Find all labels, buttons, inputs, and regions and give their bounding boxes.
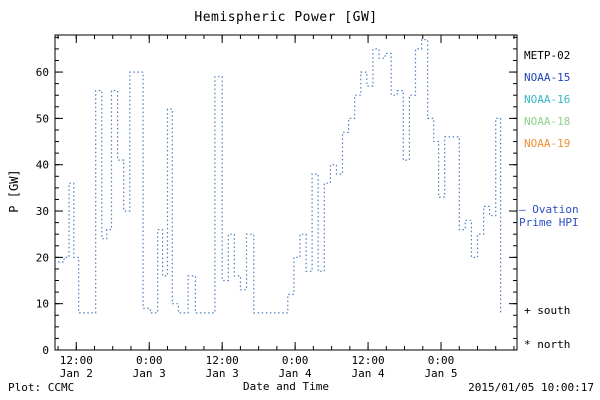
legend-noaa-15: NOAA-15 (524, 71, 571, 84)
y-tick-label: 20 (36, 251, 49, 264)
x-tick-time-label: 12:00 (60, 354, 93, 367)
x-tick-date-label: Jan 3 (133, 367, 166, 380)
chart-title: Hemispheric Power [GW] (194, 10, 378, 25)
plot-credit: Plot: CCMC (8, 381, 75, 394)
ovation-label: — Ovation Prime HPI (519, 203, 579, 229)
legend-noaa-18: NOAA-18 (524, 115, 571, 128)
x-tick-time-label: 12:00 (206, 354, 239, 367)
timestamp: 2015/01/05 10:00:17 (468, 381, 594, 394)
x-tick-time-label: 0:00 (282, 354, 309, 367)
x-tick-time-label: 0:00 (136, 354, 163, 367)
x-tick-time-label: 12:00 (352, 354, 385, 367)
y-axis-label: P [GW] (7, 169, 21, 213)
ovation-line1: — Ovation (519, 203, 579, 216)
ovation-line2: Prime HPI (519, 216, 579, 229)
south-marker-label: + south (524, 304, 571, 317)
y-tick-label: 50 (36, 112, 49, 125)
x-axis-label: Date and Time (242, 380, 330, 393)
satellite-legend: METP-02 NOAA-15 NOAA-16 NOAA-18 NOAA-19 (524, 45, 570, 155)
y-tick-label: 30 (36, 205, 49, 218)
x-tick-date-label: Jan 3 (206, 367, 239, 380)
y-tick-label: 0 (42, 344, 49, 357)
legend-metp-02: METP-02 (524, 49, 571, 62)
x-tick-date-label: Jan 5 (424, 367, 457, 380)
legend-noaa-16: NOAA-16 (524, 93, 571, 106)
x-tick-date-label: Jan 4 (352, 367, 385, 380)
north-marker-label: * north (524, 338, 571, 351)
legend-noaa-19: NOAA-19 (524, 137, 571, 150)
hpi-step-line (58, 39, 502, 314)
y-tick-label: 40 (36, 159, 49, 172)
x-tick-time-label: 0:00 (428, 354, 455, 367)
y-tick-label: 10 (36, 298, 49, 311)
x-tick-date-label: Jan 4 (279, 367, 312, 380)
x-tick-date-label: Jan 2 (60, 367, 93, 380)
plot-frame (54, 34, 518, 351)
y-tick-label: 60 (36, 66, 49, 79)
